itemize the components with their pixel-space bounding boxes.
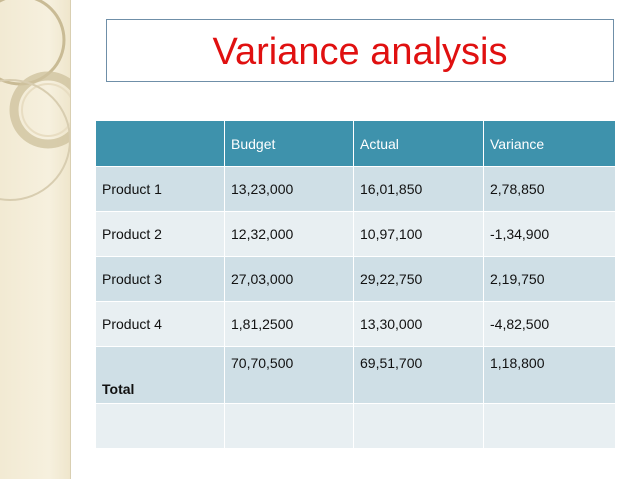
row-label: Product 4 — [95, 301, 225, 347]
actual-cell: 13,30,000 — [353, 301, 484, 347]
budget-cell: 27,03,000 — [224, 256, 354, 302]
variance-cell: -1,34,900 — [483, 211, 616, 257]
table-header-row: Budget Actual Variance — [95, 120, 616, 167]
header-actual: Actual — [353, 120, 484, 167]
budget-cell: 12,32,000 — [224, 211, 354, 257]
variance-cell: 2,78,850 — [483, 166, 616, 212]
total-label: Total — [95, 346, 225, 404]
empty-cell — [224, 403, 354, 449]
empty-cell — [483, 403, 616, 449]
decorative-rings-icon — [0, 0, 70, 201]
row-label: Product 2 — [95, 211, 225, 257]
variance-cell: -4,82,500 — [483, 301, 616, 347]
row-label: Product 1 — [95, 166, 225, 212]
budget-cell: 1,81,2500 — [224, 301, 354, 347]
actual-cell: 10,97,100 — [353, 211, 484, 257]
header-budget: Budget — [224, 120, 354, 167]
table-row: Product 2 12,32,000 10,97,100 -1,34,900 — [95, 211, 616, 257]
variance-table: Budget Actual Variance Product 1 13,23,0… — [95, 120, 616, 449]
total-actual-cell: 69,51,700 — [353, 346, 484, 404]
variance-cell: 2,19,750 — [483, 256, 616, 302]
row-label: Product 3 — [95, 256, 225, 302]
table-row: Product 3 27,03,000 29,22,750 2,19,750 — [95, 256, 616, 302]
budget-cell: 13,23,000 — [224, 166, 354, 212]
header-variance: Variance — [483, 120, 616, 167]
decorative-side-band — [0, 0, 71, 479]
header-blank — [95, 120, 225, 167]
empty-cell — [353, 403, 484, 449]
total-budget-cell: 70,70,500 — [224, 346, 354, 404]
table-row: Product 4 1,81,2500 13,30,000 -4,82,500 — [95, 301, 616, 347]
total-row: Total 70,70,500 69,51,700 1,18,800 — [95, 346, 616, 404]
total-variance-cell: 1,18,800 — [483, 346, 616, 404]
actual-cell: 16,01,850 — [353, 166, 484, 212]
empty-cell — [95, 403, 225, 449]
table-row: Product 1 13,23,000 16,01,850 2,78,850 — [95, 166, 616, 212]
slide-title: Variance analysis — [212, 31, 508, 73]
actual-cell: 29,22,750 — [353, 256, 484, 302]
empty-row — [95, 403, 616, 449]
title-box: Variance analysis — [106, 19, 614, 82]
